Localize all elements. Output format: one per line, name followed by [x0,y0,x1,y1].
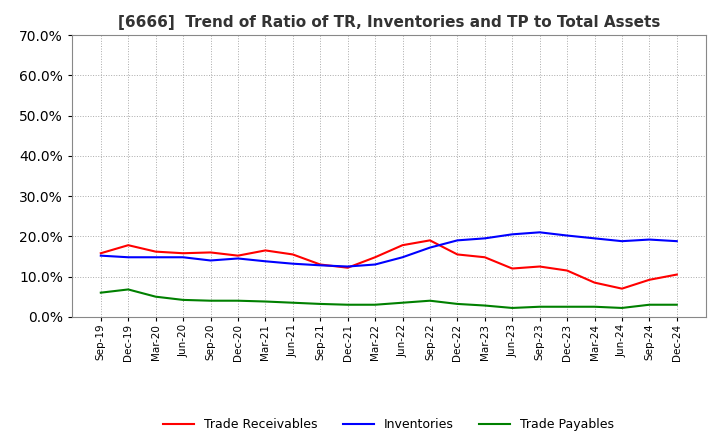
Trade Receivables [343,265,352,270]
Trade Receivables [289,252,297,257]
Trade Payables [233,298,242,303]
Trade Receivables [453,252,462,257]
Title: [6666]  Trend of Ratio of TR, Inventories and TP to Total Assets: [6666] Trend of Ratio of TR, Inventories… [117,15,660,30]
Trade Payables [179,297,187,303]
Inventories [453,238,462,243]
Inventories [618,238,626,244]
Inventories [590,236,599,241]
Inventories [261,259,270,264]
Trade Receivables [316,262,325,267]
Trade Payables [618,305,626,311]
Trade Receivables [124,242,132,248]
Inventories [206,258,215,263]
Inventories [672,238,681,244]
Trade Payables [536,304,544,309]
Trade Payables [96,290,105,295]
Trade Payables [590,304,599,309]
Inventories [536,230,544,235]
Trade Payables [398,300,407,305]
Inventories [343,264,352,269]
Trade Payables [453,301,462,307]
Legend: Trade Receivables, Inventories, Trade Payables: Trade Receivables, Inventories, Trade Pa… [158,413,619,436]
Trade Payables [563,304,572,309]
Trade Payables [645,302,654,308]
Trade Receivables [508,266,516,271]
Trade Receivables [371,255,379,260]
Trade Receivables [618,286,626,291]
Line: Trade Payables: Trade Payables [101,290,677,308]
Inventories [124,255,132,260]
Inventories [508,232,516,237]
Trade Receivables [261,248,270,253]
Trade Receivables [96,251,105,256]
Trade Payables [480,303,489,308]
Inventories [398,255,407,260]
Inventories [289,261,297,266]
Trade Receivables [563,268,572,273]
Trade Payables [371,302,379,308]
Line: Inventories: Inventories [101,232,677,267]
Trade Receivables [536,264,544,269]
Trade Payables [206,298,215,303]
Inventories [563,233,572,238]
Trade Receivables [206,250,215,255]
Trade Receivables [151,249,160,254]
Inventories [645,237,654,242]
Trade Payables [508,305,516,311]
Trade Payables [426,298,434,303]
Inventories [316,263,325,268]
Trade Receivables [480,255,489,260]
Inventories [480,236,489,241]
Trade Payables [343,302,352,308]
Trade Payables [261,299,270,304]
Trade Payables [151,294,160,299]
Inventories [426,245,434,250]
Trade Payables [124,287,132,292]
Line: Trade Receivables: Trade Receivables [101,240,677,289]
Inventories [151,255,160,260]
Trade Payables [289,300,297,305]
Trade Receivables [590,280,599,285]
Trade Receivables [233,253,242,258]
Trade Receivables [179,251,187,256]
Trade Receivables [398,242,407,248]
Trade Receivables [645,277,654,282]
Trade Payables [672,302,681,308]
Trade Receivables [426,238,434,243]
Inventories [179,255,187,260]
Inventories [96,253,105,258]
Trade Payables [316,301,325,307]
Inventories [233,256,242,261]
Trade Receivables [672,272,681,277]
Inventories [371,262,379,267]
